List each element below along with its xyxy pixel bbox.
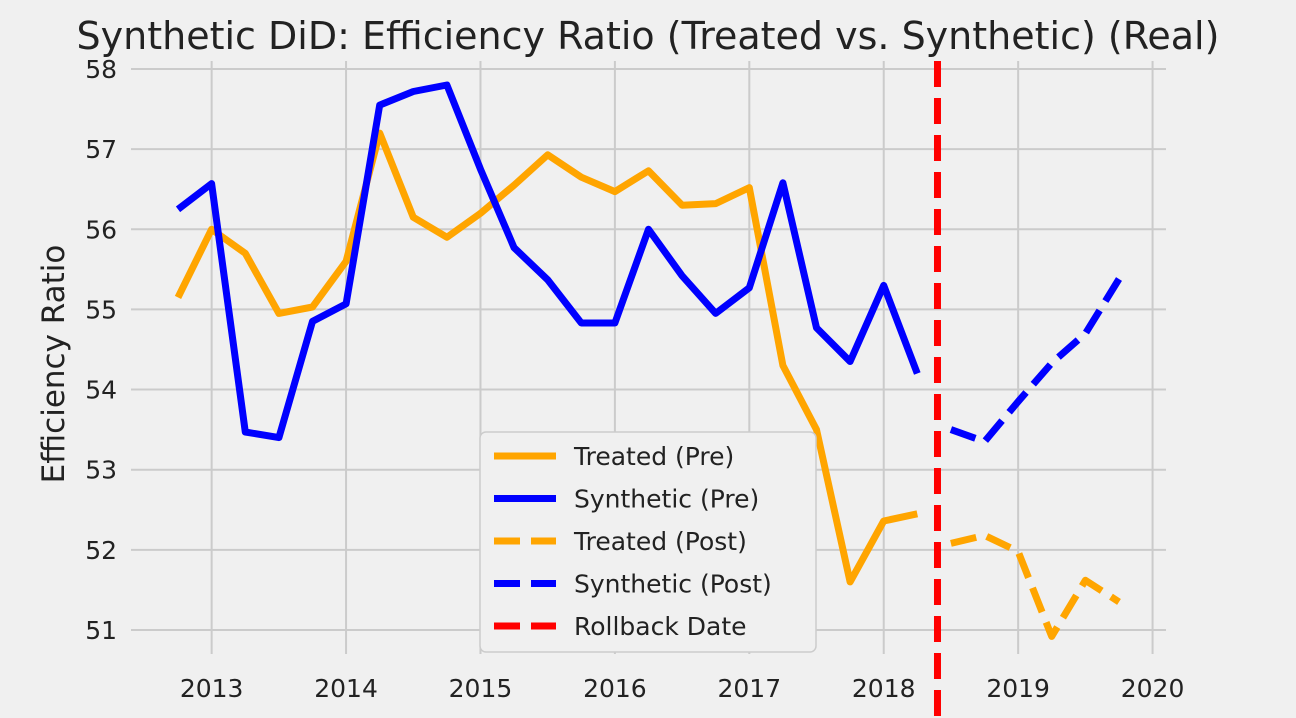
y-tick-label: 58 (85, 55, 117, 84)
y-tick-label: 51 (85, 616, 117, 645)
tick-labels: 2013 2014 2015 2016 2017 2018 2019 2020 51 52 53 54… (85, 55, 1184, 703)
x-tick-label: 2013 (180, 674, 244, 703)
x-tick-label: 2019 (986, 674, 1050, 703)
legend-label: Treated (Post) (573, 527, 747, 556)
y-tick-label: 54 (85, 376, 117, 405)
legend-label: Rollback Date (574, 612, 747, 641)
y-tick-label: 55 (85, 295, 117, 324)
legend: Treated (Pre) Synthetic (Pre) Treated (Pos… (479, 431, 817, 653)
series-line-treated-pre (174, 129, 919, 586)
x-tick-label: 2016 (583, 674, 647, 703)
y-tick-label: 56 (85, 215, 117, 244)
y-tick-label: 53 (85, 456, 117, 485)
chart-title: Synthetic DiD: Efficiency Ratio (Treated… (77, 14, 1220, 58)
x-tick-label: 2015 (449, 674, 513, 703)
series-line-treated-post (950, 531, 1121, 640)
x-tick-label: 2017 (717, 674, 781, 703)
series-lines (174, 81, 1122, 640)
legend-label: Treated (Pre) (573, 442, 734, 471)
legend-box (479, 431, 817, 653)
legend-label: Synthetic (Post) (574, 570, 772, 599)
y-axis-label: Efficiency Ratio (36, 245, 72, 484)
y-tick-label: 57 (85, 135, 117, 164)
x-tick-label: 2018 (852, 674, 916, 703)
y-tick-label: 52 (85, 536, 117, 565)
series-line-synthetic-pre (175, 81, 921, 442)
series-line-synthetic-post (949, 277, 1122, 446)
legend-label: Synthetic (Pre) (574, 485, 759, 514)
x-tick-label: 2020 (1121, 674, 1185, 703)
x-tick-label: 2014 (314, 674, 378, 703)
